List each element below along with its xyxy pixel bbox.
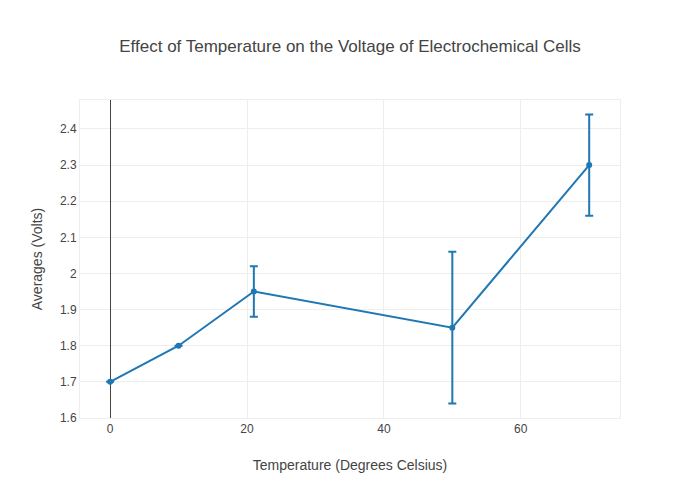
svg-text:1.7: 1.7	[60, 375, 77, 389]
svg-text:0: 0	[107, 422, 114, 436]
svg-text:40: 40	[377, 422, 391, 436]
svg-text:2.2: 2.2	[60, 194, 77, 208]
svg-text:1.8: 1.8	[60, 339, 77, 353]
svg-text:2.3: 2.3	[60, 158, 77, 172]
svg-text:1.6: 1.6	[60, 411, 77, 425]
svg-text:Averages (Volts): Averages (Volts)	[29, 208, 45, 310]
svg-text:Temperature (Degrees Celsius): Temperature (Degrees Celsius)	[253, 457, 448, 473]
svg-text:2: 2	[70, 267, 77, 281]
svg-text:1.9: 1.9	[60, 303, 77, 317]
svg-text:20: 20	[240, 422, 254, 436]
svg-text:Effect of Temperature on the V: Effect of Temperature on the Voltage of …	[119, 37, 580, 56]
svg-text:60: 60	[514, 422, 528, 436]
svg-text:2.4: 2.4	[60, 122, 77, 136]
svg-text:2.1: 2.1	[60, 231, 77, 245]
